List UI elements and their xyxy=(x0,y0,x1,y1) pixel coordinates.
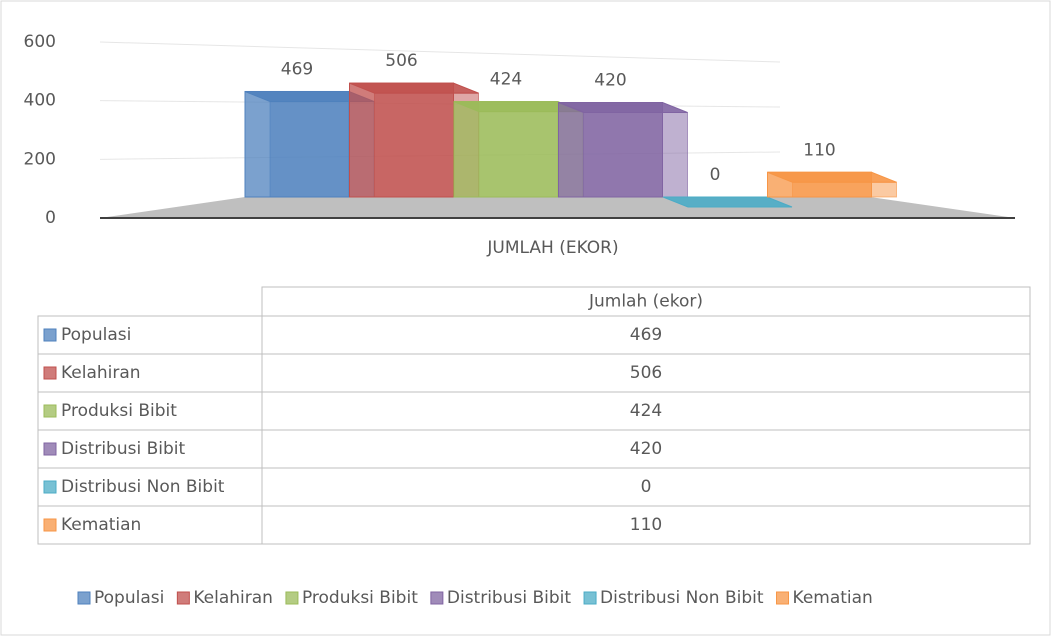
legend-label: Populasi xyxy=(94,588,164,608)
x-axis-category: JUMLAH (EKOR) xyxy=(486,238,618,258)
table-row-label: Kematian xyxy=(61,515,141,535)
y-tick-label: 600 xyxy=(24,32,56,52)
table-header: Jumlah (ekor) xyxy=(588,292,703,312)
y-tick-label: 200 xyxy=(24,149,56,169)
y-tick-label: 400 xyxy=(24,91,56,111)
legend-label: Distribusi Non Bibit xyxy=(600,588,764,608)
y-tick-label: 0 xyxy=(45,208,56,228)
floor xyxy=(100,197,1015,218)
data-label: 506 xyxy=(385,51,417,71)
legend-label: Produksi Bibit xyxy=(302,588,418,608)
table-key xyxy=(43,366,57,380)
data-label: 110 xyxy=(803,140,835,160)
table-row-label: Distribusi Bibit xyxy=(61,439,185,459)
legend-key xyxy=(430,591,444,605)
table-value: 506 xyxy=(630,363,662,383)
data-label: 469 xyxy=(281,59,313,79)
table-row xyxy=(37,505,1031,545)
table-key xyxy=(43,328,57,342)
table-value: 0 xyxy=(641,477,652,497)
legend-label: Kematian xyxy=(793,588,873,608)
table-key xyxy=(43,404,57,418)
bar xyxy=(453,101,559,198)
legend-key xyxy=(776,591,790,605)
table-row-label: Kelahiran xyxy=(61,363,141,383)
data-label: 420 xyxy=(594,71,626,91)
table-value: 420 xyxy=(630,439,662,459)
bar xyxy=(349,82,454,198)
table-row-label: Produksi Bibit xyxy=(61,401,177,421)
table-key xyxy=(43,442,57,456)
bar xyxy=(558,102,663,198)
table-value: 110 xyxy=(630,515,662,535)
legend-key xyxy=(285,591,299,605)
bar xyxy=(244,90,350,198)
legend-label: Distribusi Bibit xyxy=(447,588,571,608)
legend-key xyxy=(176,591,190,605)
table-key xyxy=(43,518,57,532)
legend-key xyxy=(77,591,91,605)
table-value: 424 xyxy=(630,401,662,421)
legend-label: Kelahiran xyxy=(193,588,273,608)
data-label: 424 xyxy=(490,70,522,90)
bar-top xyxy=(662,196,793,208)
bar xyxy=(767,171,872,198)
table-value: 469 xyxy=(630,325,662,345)
table-row-label: Distribusi Non Bibit xyxy=(61,477,225,497)
table-key xyxy=(43,480,57,494)
grid-line xyxy=(99,41,781,63)
table-row-label: Populasi xyxy=(61,325,131,345)
legend-key xyxy=(583,591,597,605)
data-label: 0 xyxy=(710,165,721,185)
